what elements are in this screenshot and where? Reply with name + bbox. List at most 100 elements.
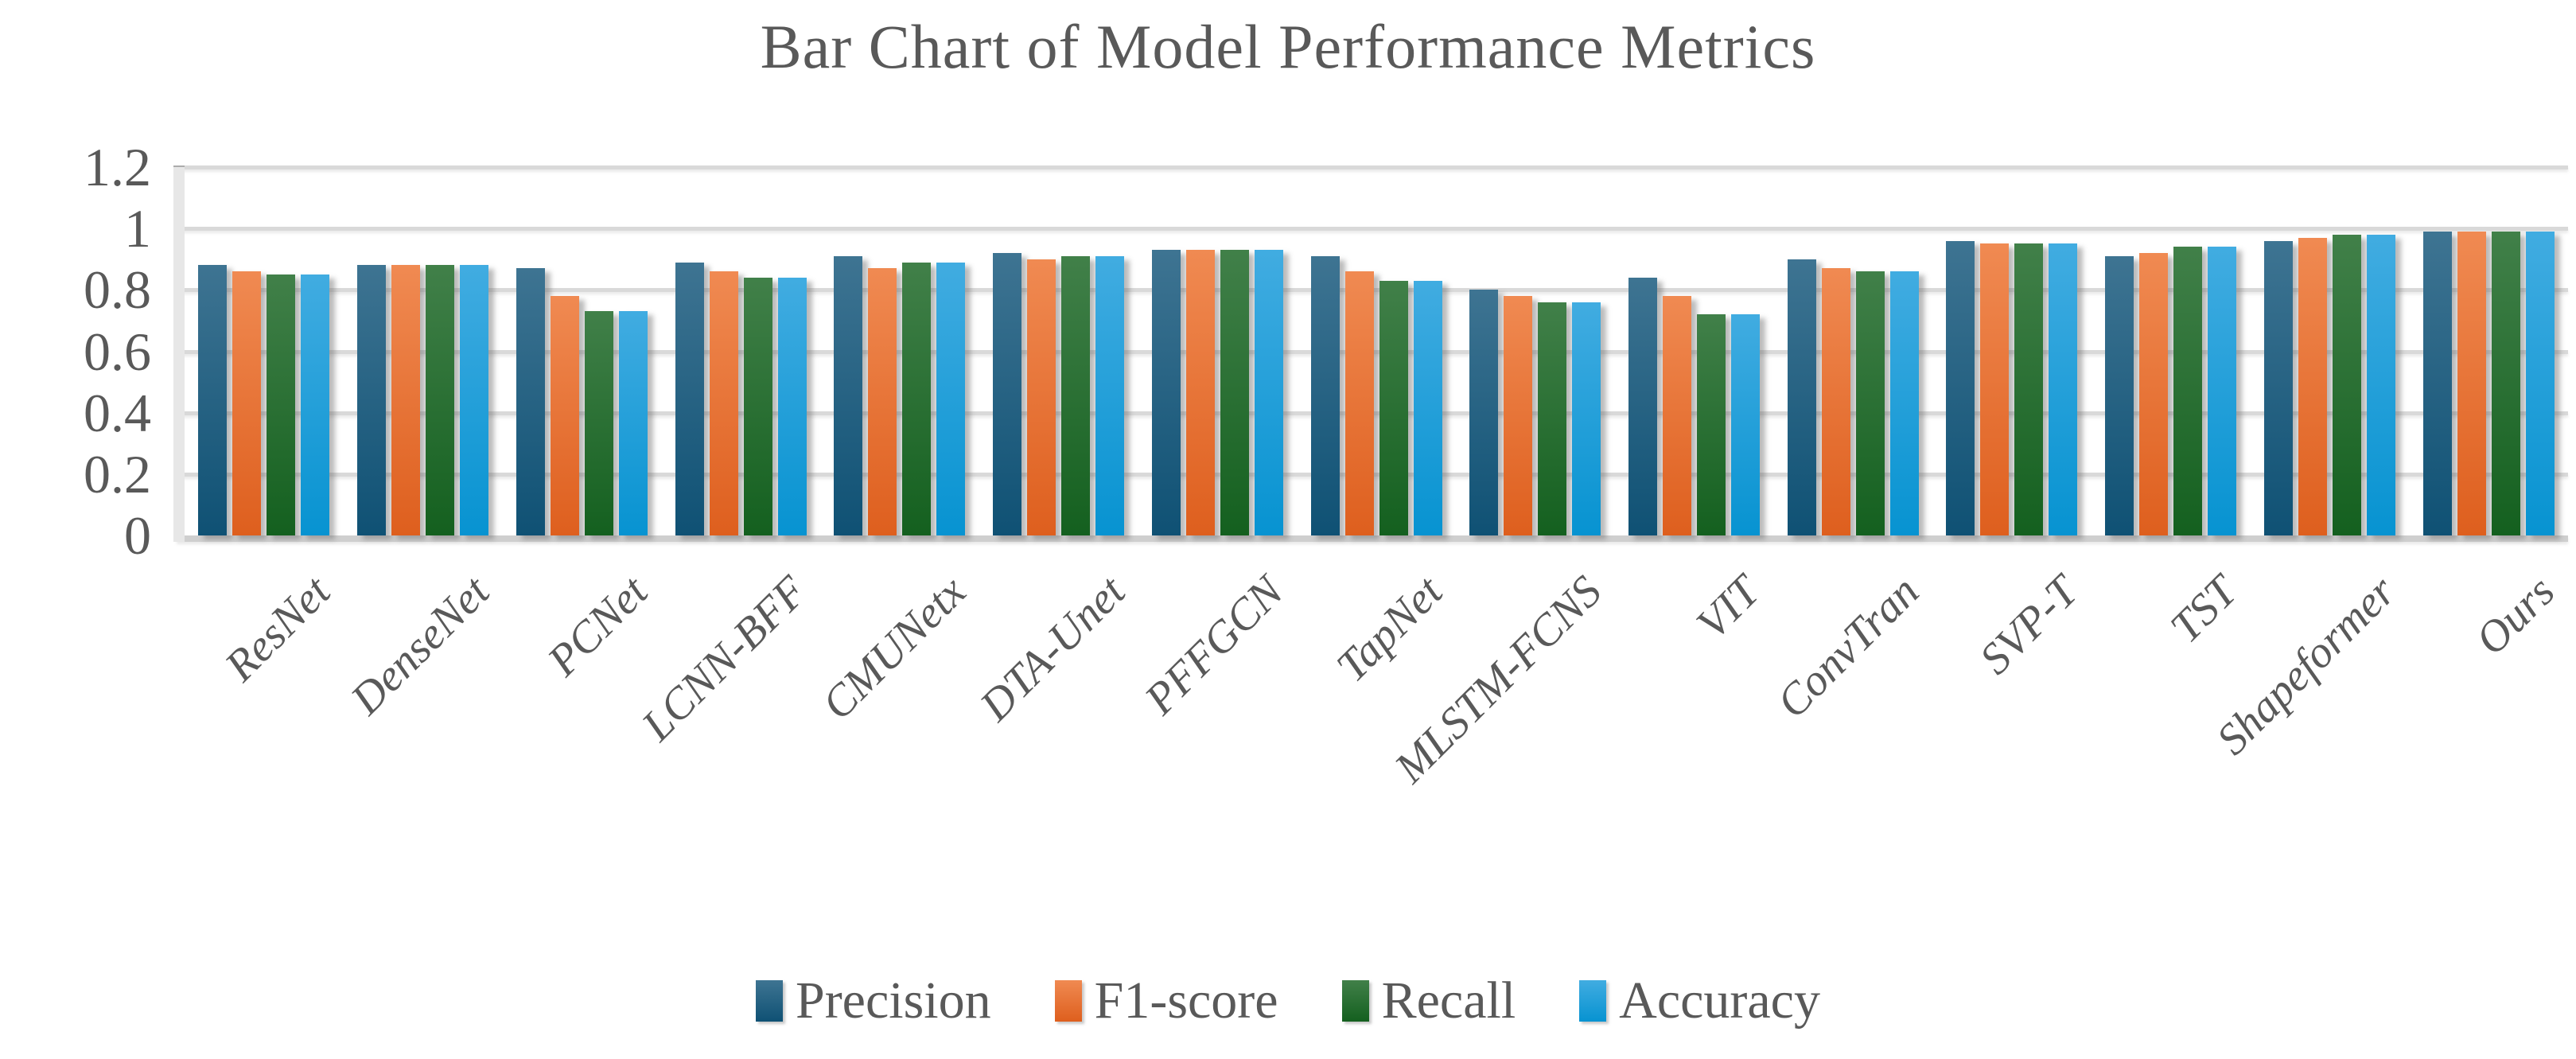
y-tick-label: 1.2: [84, 137, 151, 197]
bar-group-ours: [2409, 167, 2568, 535]
bar-accuracy-dta-unet: [1095, 255, 1125, 535]
legend-label-f1-score: F1-score: [1094, 971, 1278, 1030]
bar-f1-score-tapnet: [1344, 271, 1374, 535]
x-category-label-densenet: DenseNet: [340, 566, 499, 725]
bar-precision-svp-t: [1946, 240, 1975, 535]
bar-accuracy-tapnet: [1413, 280, 1442, 535]
bar-precision-cmunetx: [834, 255, 863, 535]
legend-label-recall: Recall: [1381, 971, 1516, 1030]
legend-item-f1-score: F1-score: [1054, 971, 1278, 1031]
legend-swatch-precision: [756, 980, 783, 1022]
y-tick-label: 0.6: [84, 321, 151, 382]
bar-accuracy-resnet: [301, 274, 330, 535]
bar-recall-pffgcn: [1220, 250, 1249, 535]
bar-recall-cmunetx: [902, 262, 932, 535]
bar-recall-densenet: [426, 265, 455, 535]
bar-group-pcnet: [502, 167, 661, 535]
x-category-label-ours: Ours: [2466, 566, 2565, 665]
bar-precision-resnet: [198, 265, 228, 535]
legend-swatch-recall: [1341, 980, 1369, 1022]
bar-group-cmunetx: [820, 167, 979, 535]
bar-precision-dta-unet: [993, 253, 1022, 535]
bar-precision-tst: [2105, 255, 2134, 535]
bar-precision-mlstm-fcns: [1469, 290, 1499, 535]
legend: Precision F1-score Recall Accuracy: [0, 961, 2576, 1041]
bar-accuracy-svp-t: [2049, 243, 2078, 535]
bar-precision-shapeformer: [2263, 240, 2293, 535]
bar-group-convtran: [1773, 167, 1932, 535]
x-category-label-convtran: ConvTran: [1768, 566, 1929, 728]
bar-f1-score-mlstm-fcns: [1504, 296, 1533, 535]
legend-swatch-f1-score: [1054, 980, 1082, 1022]
legend-item-precision: Precision: [756, 971, 991, 1031]
bar-accuracy-densenet: [460, 265, 489, 535]
bar-precision-tapnet: [1310, 255, 1340, 535]
bar-group-densenet: [344, 167, 503, 535]
y-tick-label: 0.2: [84, 443, 151, 504]
bar-f1-score-vit: [1662, 296, 1691, 535]
x-category-label-mlstm-fcns: MLSTM-FCNS: [1385, 566, 1611, 792]
bar-accuracy-tst: [2208, 247, 2237, 535]
plot-area: [173, 165, 2568, 542]
y-tick-label: 0: [124, 505, 151, 566]
x-category-label-pffgcn: PFFGCN: [1135, 566, 1294, 725]
x-category-label-lcnn-bff: LCNN-BFF: [632, 566, 817, 751]
x-category-label-cmunetx: CMUNetx: [812, 566, 975, 730]
legend-item-accuracy: Accuracy: [1579, 971, 1820, 1031]
bar-f1-score-tst: [2139, 253, 2169, 535]
bar-group-tst: [2092, 167, 2251, 535]
bar-f1-score-ours: [2457, 232, 2486, 535]
grid-line: [177, 535, 2568, 542]
bar-recall-tapnet: [1379, 280, 1408, 535]
x-category-label-vit: VIT: [1687, 566, 1770, 649]
bar-precision-densenet: [357, 265, 387, 535]
x-category-label-pcnet: PCNet: [539, 566, 658, 686]
y-tick-label: 0.4: [84, 382, 151, 443]
bar-f1-score-resnet: [232, 271, 262, 535]
y-tick-label: 1: [124, 198, 151, 259]
bar-f1-score-dta-unet: [1027, 259, 1056, 535]
bar-precision-pffgcn: [1151, 250, 1181, 535]
bar-group-pffgcn: [1138, 167, 1297, 535]
bar-group-lcnn-bff: [661, 167, 820, 535]
bar-recall-mlstm-fcns: [1538, 302, 1567, 535]
x-category-label-tapnet: TapNet: [1327, 566, 1453, 692]
x-category-label-shapeformer: Shapeformer: [2208, 566, 2406, 765]
bar-recall-shapeformer: [2332, 234, 2361, 535]
bar-group-dta-unet: [979, 167, 1138, 535]
bar-f1-score-pcnet: [550, 296, 579, 535]
bar-precision-convtran: [1787, 259, 1816, 535]
bar-recall-convtran: [1855, 271, 1885, 535]
bar-accuracy-shapeformer: [2366, 234, 2395, 535]
bar-recall-lcnn-bff: [743, 277, 772, 535]
bar-f1-score-densenet: [391, 265, 421, 535]
bar-recall-tst: [2173, 247, 2203, 535]
bar-accuracy-mlstm-fcns: [1572, 302, 1601, 535]
legend-label-accuracy: Accuracy: [1619, 971, 1820, 1030]
bar-f1-score-shapeformer: [2298, 237, 2327, 535]
x-category-label-tst: TST: [2161, 566, 2247, 652]
legend-swatch-accuracy: [1579, 980, 1607, 1022]
bar-accuracy-lcnn-bff: [777, 277, 807, 535]
chart-title: Bar Chart of Model Performance Metrics: [760, 12, 1816, 81]
x-category-label-resnet: ResNet: [216, 566, 340, 691]
bar-f1-score-cmunetx: [868, 268, 897, 535]
legend-item-recall: Recall: [1341, 971, 1516, 1031]
bar-f1-score-svp-t: [1980, 243, 2010, 535]
y-axis-line: [173, 167, 185, 542]
bar-group-vit: [1615, 167, 1774, 535]
bar-f1-score-convtran: [1821, 268, 1850, 535]
bar-recall-svp-t: [2014, 243, 2044, 535]
bar-accuracy-ours: [2525, 232, 2555, 535]
grid-line: [177, 227, 2568, 232]
bar-accuracy-vit: [1730, 314, 1760, 535]
bar-f1-score-pffgcn: [1185, 250, 1215, 535]
bar-recall-vit: [1696, 314, 1726, 535]
x-category-label-dta-unet: DTA-Unet: [970, 566, 1134, 731]
bar-recall-dta-unet: [1061, 255, 1091, 535]
bar-accuracy-cmunetx: [936, 262, 966, 535]
bar-group-shapeformer: [2251, 167, 2410, 535]
bar-f1-score-lcnn-bff: [709, 271, 738, 535]
bar-precision-vit: [1628, 277, 1657, 535]
